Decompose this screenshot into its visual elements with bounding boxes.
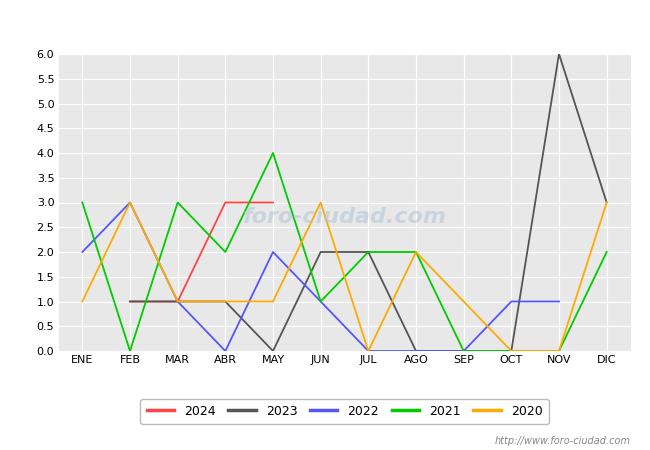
2023 bbox=[365, 249, 372, 255]
2023 bbox=[603, 200, 610, 205]
2023 bbox=[317, 249, 324, 255]
2023 bbox=[412, 348, 420, 354]
2021 bbox=[174, 200, 181, 205]
2020 bbox=[555, 348, 563, 354]
2021 bbox=[460, 348, 467, 354]
2021 bbox=[365, 249, 372, 255]
Legend: 2024, 2023, 2022, 2021, 2020: 2024, 2023, 2022, 2021, 2020 bbox=[140, 399, 549, 424]
2020 bbox=[126, 200, 134, 205]
2023 bbox=[222, 299, 229, 304]
2021 bbox=[555, 348, 563, 354]
2020 bbox=[603, 200, 610, 205]
2021 bbox=[317, 299, 324, 304]
2020 bbox=[174, 299, 181, 304]
2020 bbox=[222, 299, 229, 304]
2020 bbox=[460, 299, 467, 304]
2023 bbox=[174, 299, 181, 304]
2021 bbox=[79, 200, 86, 205]
2021 bbox=[126, 348, 134, 354]
2023 bbox=[269, 348, 277, 354]
2020 bbox=[508, 348, 515, 354]
2021 bbox=[222, 249, 229, 255]
2021 bbox=[603, 249, 610, 255]
2020 bbox=[317, 200, 324, 205]
2020 bbox=[79, 299, 86, 304]
Text: foro-ciudad.com: foro-ciudad.com bbox=[242, 207, 447, 227]
2020 bbox=[365, 348, 372, 354]
Line: 2023: 2023 bbox=[130, 54, 606, 351]
2020 bbox=[269, 299, 277, 304]
2023 bbox=[555, 51, 563, 57]
Line: 2020: 2020 bbox=[83, 202, 606, 351]
Line: 2021: 2021 bbox=[83, 153, 606, 351]
2021 bbox=[269, 150, 277, 156]
2021 bbox=[508, 348, 515, 354]
Text: Matriculaciones de Vehiculos en Mañón: Matriculaciones de Vehiculos en Mañón bbox=[148, 13, 502, 31]
2023 bbox=[460, 348, 467, 354]
2023 bbox=[126, 299, 134, 304]
2023 bbox=[508, 348, 515, 354]
Text: http://www.foro-ciudad.com: http://www.foro-ciudad.com bbox=[495, 436, 630, 446]
2021 bbox=[412, 249, 420, 255]
2020 bbox=[412, 249, 420, 255]
